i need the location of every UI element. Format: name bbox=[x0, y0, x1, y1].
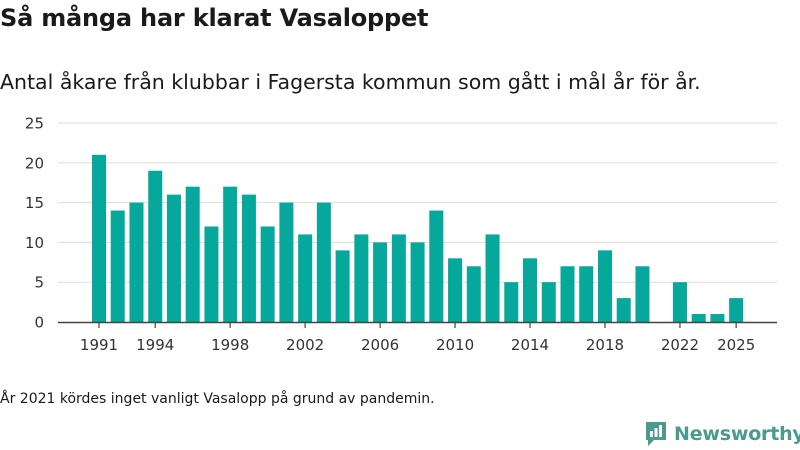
bar-1993 bbox=[129, 202, 144, 322]
x-tick-label-2025: 2025 bbox=[717, 336, 755, 354]
bar-2000 bbox=[260, 226, 275, 322]
x-tick-label-2010: 2010 bbox=[436, 336, 474, 354]
bar-1996 bbox=[185, 186, 200, 322]
bar-2019 bbox=[616, 298, 631, 322]
bar-2002 bbox=[298, 234, 313, 322]
bar-2006 bbox=[373, 242, 388, 322]
bar-2023 bbox=[691, 314, 706, 322]
bar-2016 bbox=[560, 266, 575, 322]
bar-2004 bbox=[335, 250, 350, 322]
y-tick-label-5: 5 bbox=[34, 274, 44, 292]
brand-logo[interactable]: Newsworthy bbox=[644, 419, 800, 449]
bar-2020 bbox=[635, 266, 650, 322]
bar-1998 bbox=[223, 186, 238, 322]
brand-name: Newsworthy bbox=[674, 423, 800, 445]
x-tick-label-2022: 2022 bbox=[661, 336, 699, 354]
bar-2015 bbox=[541, 282, 556, 322]
footnote: År 2021 kördes inget vanligt Vasalopp på… bbox=[0, 391, 435, 407]
y-tick-label-0: 0 bbox=[34, 314, 44, 332]
bar-2009 bbox=[429, 210, 444, 322]
bar-1991 bbox=[92, 154, 106, 322]
bar-2001 bbox=[279, 202, 294, 322]
bar-2022 bbox=[672, 282, 687, 322]
bar-2013 bbox=[504, 282, 519, 322]
bar-2010 bbox=[448, 258, 463, 322]
y-tick-label-15: 15 bbox=[25, 194, 44, 212]
chart-subtitle: Antal åkare från klubbar i Fagersta komm… bbox=[0, 70, 701, 94]
bar-2014 bbox=[523, 258, 538, 322]
y-tick-label-20: 20 bbox=[25, 154, 44, 172]
bar-2024 bbox=[710, 314, 725, 322]
x-tick-label-1991: 1991 bbox=[80, 336, 118, 354]
bar-2007 bbox=[391, 234, 406, 322]
bar-2003 bbox=[316, 202, 331, 322]
x-tick-label-2014: 2014 bbox=[511, 336, 549, 354]
bar-1995 bbox=[166, 194, 181, 322]
x-tick-label-1994: 1994 bbox=[136, 336, 174, 354]
bar-2005 bbox=[354, 234, 369, 322]
bar-1994 bbox=[148, 170, 163, 322]
y-tick-label-25: 25 bbox=[25, 115, 44, 133]
y-tick-label-10: 10 bbox=[25, 234, 44, 252]
x-tick-label-2002: 2002 bbox=[286, 336, 324, 354]
bar-2011 bbox=[466, 266, 481, 322]
x-tick-label-2006: 2006 bbox=[361, 336, 399, 354]
bar-2017 bbox=[579, 266, 594, 322]
bar-2018 bbox=[597, 250, 612, 322]
x-tick-label-1998: 1998 bbox=[211, 336, 249, 354]
bar-2025 bbox=[729, 298, 744, 322]
bar-1999 bbox=[241, 194, 256, 322]
bar-1992 bbox=[110, 210, 125, 322]
bar-2012 bbox=[485, 234, 500, 322]
chart-title: Så många har klarat Vasaloppet bbox=[0, 4, 429, 32]
bar-2008 bbox=[410, 242, 425, 322]
newsworthy-logo-icon bbox=[646, 422, 666, 446]
bar-1997 bbox=[204, 226, 219, 322]
x-tick-label-2018: 2018 bbox=[586, 336, 624, 354]
